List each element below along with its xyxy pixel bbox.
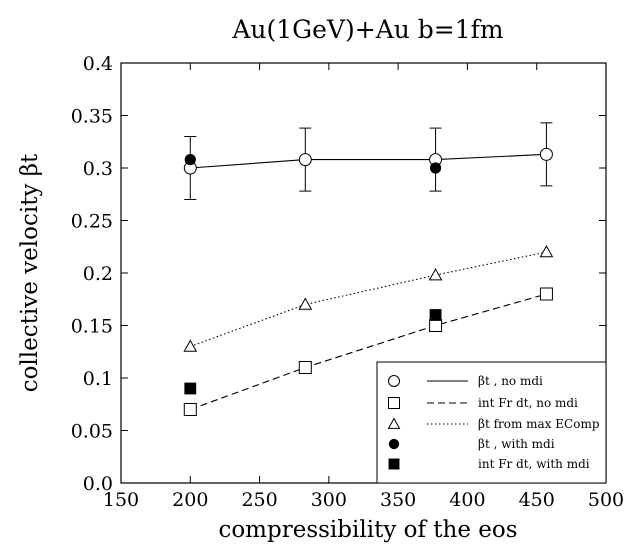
axis-ticks: 150 200 250 300 350 400 450 500 0.0 0.05 0.1 0.15 0.… xyxy=(71,53,624,511)
y-tick-label: 0.25 xyxy=(71,211,113,233)
legend-box xyxy=(376,361,607,484)
data-point xyxy=(429,319,443,332)
legend-marker xyxy=(388,375,400,387)
y-tick-label: 0.2 xyxy=(83,263,113,285)
data-point xyxy=(298,361,312,374)
chart-title: Au(1GeV)+Au b=1fm xyxy=(231,15,504,44)
series-line xyxy=(190,251,547,348)
data-point xyxy=(298,153,312,167)
x-tick-label: 200 xyxy=(172,489,208,511)
data-point xyxy=(298,297,313,310)
error-bars xyxy=(184,122,553,200)
data-markers xyxy=(183,147,554,416)
x-tick-label: 500 xyxy=(588,489,624,511)
legend-label: βt from max EComp xyxy=(478,417,600,431)
series-line xyxy=(190,153,547,169)
series-lines xyxy=(190,153,547,411)
data-point xyxy=(429,309,442,321)
data-point xyxy=(429,162,442,174)
data-point xyxy=(184,154,196,166)
x-tick-label: 300 xyxy=(311,489,347,511)
legend-label: βt , no mdi xyxy=(478,374,543,388)
x-tick-label: 250 xyxy=(241,489,277,511)
legend-marker xyxy=(388,438,400,450)
legend-marker xyxy=(388,397,400,409)
x-tick-label: 400 xyxy=(449,489,485,511)
y-tick-label: 0.0 xyxy=(83,473,113,495)
legend-label: βt , with mdi xyxy=(478,437,555,451)
y-axis-label: collective velocity βt xyxy=(17,153,43,392)
series-line xyxy=(190,293,547,411)
y-tick-label: 0.35 xyxy=(71,106,113,128)
x-tick-label: 350 xyxy=(380,489,416,511)
y-tick-label: 0.4 xyxy=(83,53,113,75)
data-point xyxy=(539,287,553,301)
legend-label: int Fr dt, with mdi xyxy=(478,457,590,471)
data-point xyxy=(183,403,197,416)
data-point xyxy=(539,244,554,258)
legend-label: int Fr dt, no mdi xyxy=(478,396,578,410)
legend: βt , no mdi int Fr dt, no mdi βt from max … xyxy=(376,361,607,484)
x-tick-label: 450 xyxy=(519,489,555,511)
x-axis-label: compressibility of the eos xyxy=(218,517,517,543)
y-tick-label: 0.1 xyxy=(83,368,113,390)
data-point xyxy=(539,147,553,161)
legend-marker xyxy=(387,417,401,429)
y-tick-label: 0.3 xyxy=(83,158,113,180)
y-tick-label: 0.05 xyxy=(71,421,113,443)
y-tick-label: 0.15 xyxy=(71,316,113,338)
legend-marker xyxy=(388,458,400,470)
data-point xyxy=(184,382,197,395)
x-tick-label: 150 xyxy=(103,489,139,511)
data-point xyxy=(428,268,443,281)
data-point xyxy=(183,339,198,352)
